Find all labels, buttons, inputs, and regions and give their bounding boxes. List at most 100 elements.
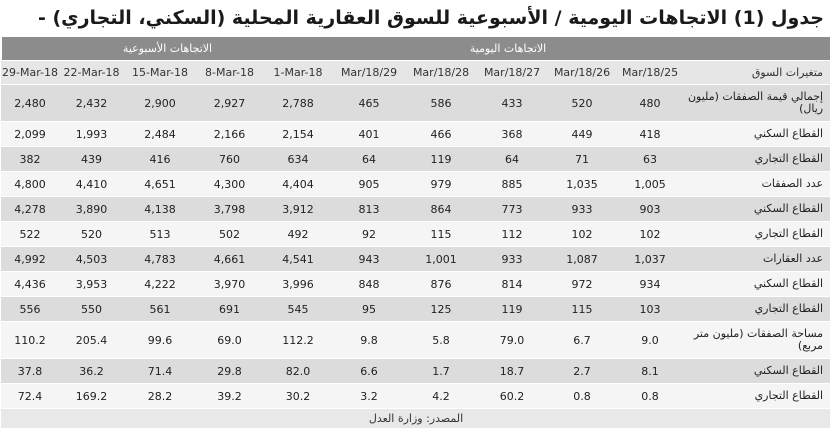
weekly-value-cell: 4,503 xyxy=(59,246,124,272)
daily-value-cell: 95 xyxy=(333,296,406,322)
row-label: القطاع التجاري xyxy=(683,383,830,409)
daily-group-header: الاتجاهات اليومية xyxy=(333,37,684,61)
daily-value-cell: 60.2 xyxy=(477,383,548,409)
weekly-value-cell: 416 xyxy=(124,146,196,172)
weekly-value-cell: 4,222 xyxy=(124,271,196,297)
daily-value-cell: 9.8 xyxy=(333,321,406,359)
weekly-value-cell: 28.2 xyxy=(124,383,196,409)
weekly-value-cell: 3,996 xyxy=(263,271,334,297)
weekly-value-cell: 4,783 xyxy=(124,246,196,272)
col-header-daily: Mar/18/25 xyxy=(617,60,684,85)
daily-value-cell: 586 xyxy=(405,84,478,122)
daily-value-cell: 79.0 xyxy=(477,321,548,359)
weekly-value-cell: 522 xyxy=(1,221,59,247)
table-row: 4,436 3,953 4,222 3,970 3,996 848 876 814 972 934… xyxy=(1,271,830,297)
daily-value-cell: 520 xyxy=(547,84,618,122)
daily-value-cell: 71 xyxy=(547,146,618,172)
col-header-daily: Mar/18/28 xyxy=(405,60,478,85)
row-label: مساحة الصفقات (مليون متر مربع) xyxy=(683,321,830,359)
weekly-value-cell: 82.0 xyxy=(263,358,334,384)
weekly-value-cell: 110.2 xyxy=(1,321,59,359)
daily-value-cell: 979 xyxy=(405,171,478,197)
weekly-value-cell: 2,927 xyxy=(196,84,263,122)
col-header-daily: Mar/18/26 xyxy=(547,60,618,85)
table-row: 72.4 169.2 28.2 39.2 30.2 3.2 4.2 60.2 0.8 0.8 الق… xyxy=(1,383,830,409)
market-trends-table: الاتجاهات الأسبوعية الاتجاهات اليومية 29… xyxy=(0,37,830,429)
daily-value-cell: 943 xyxy=(333,246,406,272)
daily-value-cell: 466 xyxy=(405,121,478,147)
weekly-value-cell: 492 xyxy=(263,221,334,247)
weekly-value-cell: 30.2 xyxy=(263,383,334,409)
weekly-value-cell: 2,432 xyxy=(59,84,124,122)
col-header-weekly: 1-Mar-18 xyxy=(263,60,334,85)
weekly-value-cell: 36.2 xyxy=(59,358,124,384)
weekly-value-cell: 3,890 xyxy=(59,196,124,222)
col-header-weekly: 15-Mar-18 xyxy=(124,60,196,85)
daily-value-cell: 103 xyxy=(617,296,684,322)
weekly-value-cell: 2,480 xyxy=(1,84,59,122)
daily-value-cell: 64 xyxy=(333,146,406,172)
table-row: 522 520 513 502 492 92 115 112 102 102 القطاع التج… xyxy=(1,221,830,247)
weekly-value-cell: 3,912 xyxy=(263,196,334,222)
table-row: 37.8 36.2 71.4 29.8 82.0 6.6 1.7 18.7 2.7 8.1 القط… xyxy=(1,358,830,384)
daily-value-cell: 63 xyxy=(617,146,684,172)
weekly-value-cell: 4,278 xyxy=(1,196,59,222)
row-label: القطاع السكني xyxy=(683,358,830,384)
daily-value-cell: 773 xyxy=(477,196,548,222)
weekly-value-cell: 4,661 xyxy=(196,246,263,272)
daily-value-cell: 115 xyxy=(405,221,478,247)
col-header-weekly: 22-Mar-18 xyxy=(59,60,124,85)
weekly-value-cell: 561 xyxy=(124,296,196,322)
row-label: عدد الصفقات xyxy=(683,171,830,197)
daily-value-cell: 102 xyxy=(617,221,684,247)
daily-value-cell: 876 xyxy=(405,271,478,297)
table-row: 382 439 416 760 634 64 119 64 71 63 القطاع التجاري xyxy=(1,146,830,172)
daily-value-cell: 848 xyxy=(333,271,406,297)
weekly-value-cell: 691 xyxy=(196,296,263,322)
daily-value-cell: 0.8 xyxy=(617,383,684,409)
table-row: 2,480 2,432 2,900 2,927 2,788 465 586 433 520 480… xyxy=(1,84,830,122)
weekly-value-cell: 29.8 xyxy=(196,358,263,384)
weekly-value-cell: 382 xyxy=(1,146,59,172)
col-header-daily: Mar/18/29 xyxy=(333,60,406,85)
weekly-value-cell: 1,993 xyxy=(59,121,124,147)
weekly-value-cell: 3,970 xyxy=(196,271,263,297)
daily-value-cell: 1,037 xyxy=(617,246,684,272)
weekly-value-cell: 3,953 xyxy=(59,271,124,297)
weekly-value-cell: 3,798 xyxy=(196,196,263,222)
daily-value-cell: 18.7 xyxy=(477,358,548,384)
daily-value-cell: 449 xyxy=(547,121,618,147)
daily-value-cell: 119 xyxy=(477,296,548,322)
weekly-group-header: الاتجاهات الأسبوعية xyxy=(0,37,334,61)
daily-value-cell: 5.8 xyxy=(405,321,478,359)
table-row: 110.2 205.4 99.6 69.0 112.2 9.8 5.8 79.0 6.7 9.0 م… xyxy=(1,321,830,359)
table-row: 4,278 3,890 4,138 3,798 3,912 813 864 773 933 903… xyxy=(1,196,830,222)
weekly-value-cell: 2,099 xyxy=(1,121,59,147)
daily-value-cell: 1,001 xyxy=(405,246,478,272)
weekly-value-cell: 69.0 xyxy=(196,321,263,359)
weekly-value-cell: 760 xyxy=(196,146,263,172)
daily-value-cell: 0.8 xyxy=(547,383,618,409)
row-label: القطاع التجاري xyxy=(683,146,830,172)
daily-value-cell: 9.0 xyxy=(617,321,684,359)
column-header-row: 29-Mar-18 22-Mar-18 15-Mar-18 8-Mar-18 1… xyxy=(1,60,830,85)
weekly-value-cell: 2,484 xyxy=(124,121,196,147)
daily-value-cell: 480 xyxy=(617,84,684,122)
row-label: القطاع السكني xyxy=(683,196,830,222)
daily-value-cell: 813 xyxy=(333,196,406,222)
weekly-value-cell: 4,300 xyxy=(196,171,263,197)
weekly-value-cell: 71.4 xyxy=(124,358,196,384)
daily-value-cell: 3.2 xyxy=(333,383,406,409)
weekly-value-cell: 545 xyxy=(263,296,334,322)
table-row: 4,800 4,410 4,651 4,300 4,404 905 979 885 1,035 1… xyxy=(1,171,830,197)
table-title: جدول (1) الاتجاهات اليومية / الأسبوعية ل… xyxy=(38,7,824,66)
daily-value-cell: 401 xyxy=(333,121,406,147)
col-header-daily: Mar/18/27 xyxy=(477,60,548,85)
weekly-value-cell: 205.4 xyxy=(59,321,124,359)
daily-value-cell: 885 xyxy=(477,171,548,197)
weekly-value-cell: 39.2 xyxy=(196,383,263,409)
weekly-value-cell: 4,404 xyxy=(263,171,334,197)
daily-value-cell: 933 xyxy=(547,196,618,222)
daily-value-cell: 465 xyxy=(333,84,406,122)
daily-value-cell: 119 xyxy=(405,146,478,172)
